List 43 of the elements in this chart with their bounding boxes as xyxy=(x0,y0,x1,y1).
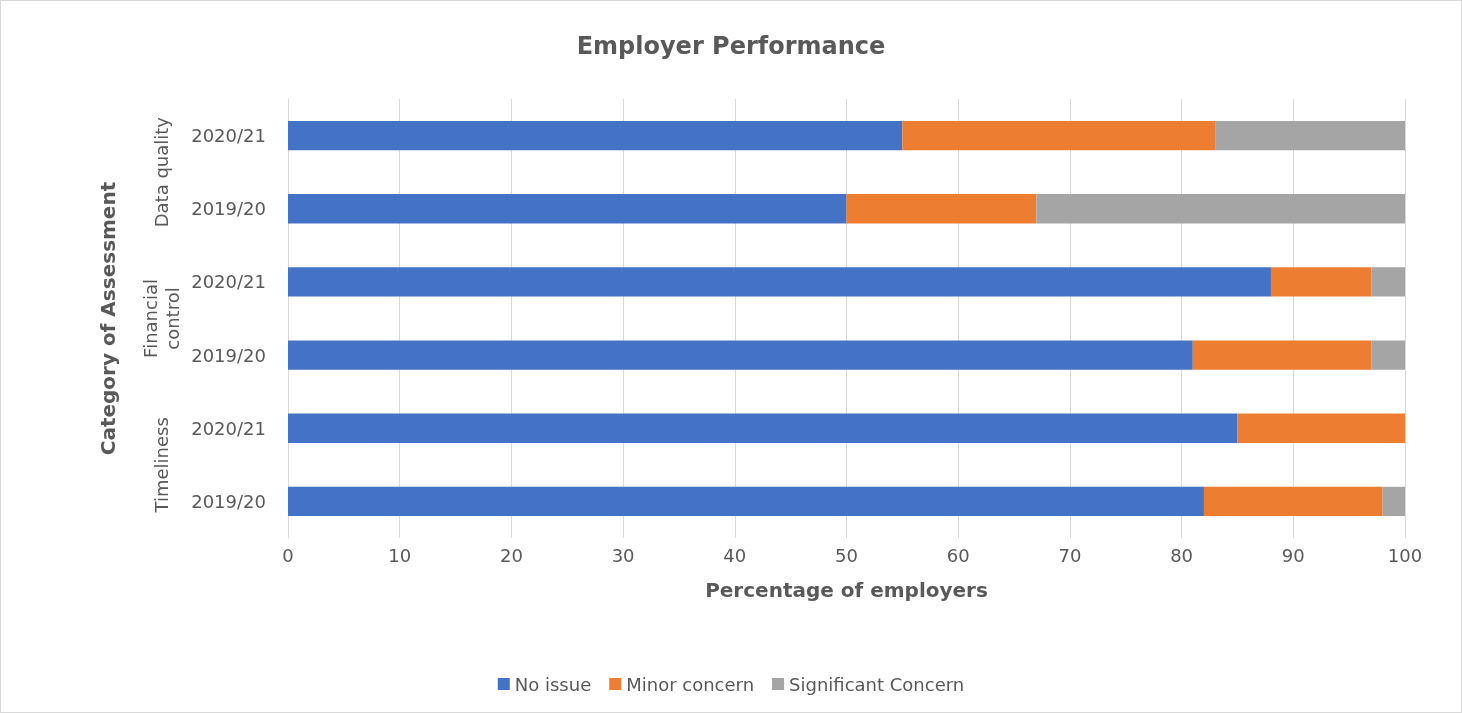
y-axis-title: Category of Assessment xyxy=(96,181,120,456)
x-tick-label: 10 xyxy=(388,544,412,566)
x-tick-label: 0 xyxy=(282,544,294,566)
y-tick-label: 2019/20 xyxy=(191,490,266,512)
bar xyxy=(1203,486,1383,517)
bar xyxy=(1382,486,1405,517)
legend-label: Significant Concern xyxy=(789,673,965,695)
bar xyxy=(1036,194,1405,224)
y-tick-label: 2020/21 xyxy=(191,417,266,439)
y-tick-label: 2020/21 xyxy=(191,271,266,293)
bar xyxy=(288,340,1193,370)
chart-title: Employer Performance xyxy=(576,32,886,60)
legend-label: No issue xyxy=(514,673,592,695)
x-tick-label: 40 xyxy=(723,544,747,566)
x-tick-label: 80 xyxy=(1170,544,1194,566)
bar xyxy=(288,486,1204,517)
text: Data quality xyxy=(150,116,172,228)
bar xyxy=(1215,120,1405,151)
text: Timeliness xyxy=(150,417,172,514)
bar xyxy=(288,267,1271,297)
x-tick-label: 100 xyxy=(1387,544,1423,566)
legend-label: Minor concern xyxy=(626,673,755,695)
x-tick-label: 30 xyxy=(611,544,635,566)
bar xyxy=(288,413,1238,443)
x-tick-label: 60 xyxy=(946,544,970,566)
bar xyxy=(1237,413,1405,443)
bar xyxy=(288,194,847,224)
bar xyxy=(1192,340,1372,370)
bar xyxy=(1270,267,1372,297)
bar xyxy=(846,194,1037,224)
bar xyxy=(1371,267,1405,297)
x-tick-label: 90 xyxy=(1281,544,1305,566)
bar xyxy=(1371,340,1405,370)
y-tick-label: 2020/21 xyxy=(191,125,266,147)
text: Financial control xyxy=(139,279,183,358)
x-tick-label: 70 xyxy=(1058,544,1082,566)
y-tick-label: 2019/20 xyxy=(191,344,266,366)
bar xyxy=(902,120,1216,151)
x-tick-label: 50 xyxy=(835,544,858,566)
x-tick-label: 20 xyxy=(499,544,523,566)
bar xyxy=(288,120,903,151)
x-axis-title: Percentage of employers xyxy=(705,578,988,602)
y-tick-label: 2019/20 xyxy=(191,198,266,220)
